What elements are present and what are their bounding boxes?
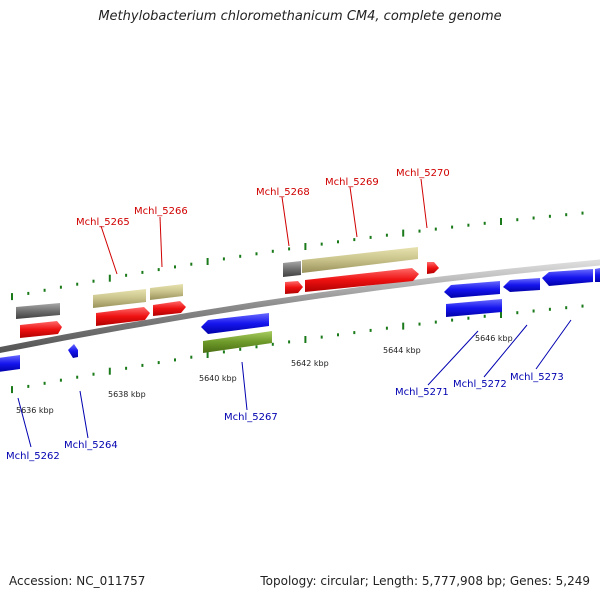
accession-text: Accession: NC_011757 [9,574,146,588]
upper-tick-track [11,211,584,301]
genome-backbone [0,259,600,354]
cds-feature[interactable] [201,313,269,334]
gene-label-mchl-5262[interactable]: Mchl_5262 [6,451,60,462]
cds-feature[interactable] [20,321,62,338]
lower-tick-track [11,304,584,394]
reverse-features [0,268,600,372]
gene-label-mchl-5269[interactable]: Mchl_5269 [325,177,379,188]
cds-feature[interactable] [427,262,439,274]
scale-label: 5638 kbp [108,390,146,399]
cds-feature[interactable] [68,344,78,358]
scale-label: 5642 kbp [291,359,329,368]
gene-label-mchl-5273[interactable]: Mchl_5273 [510,372,564,383]
scale-label: 5646 kbp [475,334,513,343]
gene-feature[interactable] [446,299,502,317]
scale-label: 5636 kbp [16,406,54,415]
cds-feature[interactable] [0,355,20,372]
forward-features [16,247,439,338]
gene-feature[interactable] [283,261,301,277]
cds-feature[interactable] [153,301,186,316]
gene-label-mchl-5270[interactable]: Mchl_5270 [396,168,450,179]
cds-feature[interactable] [96,307,150,326]
cds-feature[interactable] [305,268,419,292]
gene-label-mchl-5271[interactable]: Mchl_5271 [395,387,449,398]
gene-label-mchl-5268[interactable]: Mchl_5268 [256,187,310,198]
gene-feature[interactable] [150,284,183,300]
scale-label: 5640 kbp [199,374,237,383]
topology-text: Topology: circular; Length: 5,777,908 bp… [260,574,590,588]
gene-label-mchl-5265[interactable]: Mchl_5265 [76,217,130,228]
gene-label-mchl-5267[interactable]: Mchl_5267 [224,412,278,423]
genome-title: Methylobacterium chloromethanicum CM4, c… [98,9,502,24]
cds-feature[interactable] [444,281,500,298]
cds-feature[interactable] [595,268,600,282]
gene-feature[interactable] [302,247,418,273]
gene-feature[interactable] [93,289,146,308]
gene-label-mchl-5272[interactable]: Mchl_5272 [453,379,507,390]
gene-label-mchl-5264[interactable]: Mchl_5264 [64,440,118,451]
cds-feature[interactable] [542,269,593,286]
cds-feature[interactable] [503,278,540,292]
bottom-label-leaders [17,319,572,448]
gene-label-mchl-5266[interactable]: Mchl_5266 [134,206,188,217]
scale-label: 5644 kbp [383,346,421,355]
cds-feature[interactable] [285,281,303,294]
gene-feature[interactable] [16,303,60,319]
gene-feature[interactable] [203,331,272,353]
top-label-leaders [100,178,428,275]
